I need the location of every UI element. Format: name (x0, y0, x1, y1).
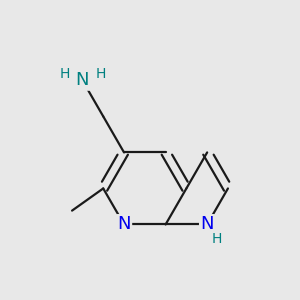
Text: H: H (59, 67, 70, 81)
Text: N: N (200, 215, 214, 233)
Text: N: N (76, 71, 89, 89)
Text: H: H (212, 232, 222, 246)
Text: H: H (95, 67, 106, 81)
Text: N: N (117, 215, 131, 233)
